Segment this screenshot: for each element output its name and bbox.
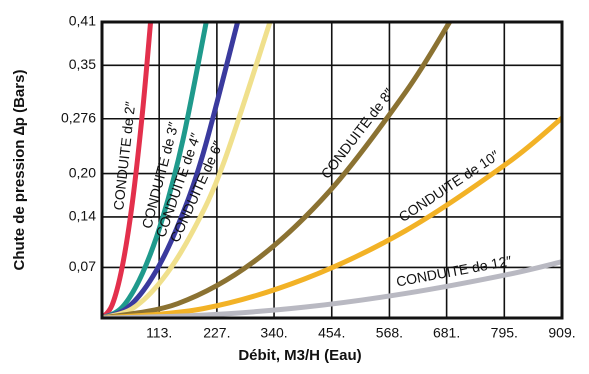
- x-axis-title: Débit, M3/H (Eau): [238, 347, 361, 364]
- line: [102, 22, 273, 318]
- y-tick-label: 0,41: [69, 13, 96, 29]
- line: [102, 259, 562, 318]
- x-tick-label: 454.: [318, 325, 345, 341]
- y-axis-title: Chute de pression ∆p (Bars): [11, 70, 28, 271]
- y-tick-label: 0,07: [69, 258, 96, 274]
- y-tick-label: 0,20: [69, 164, 96, 180]
- line: [102, 22, 154, 318]
- line: [102, 22, 209, 318]
- x-tick-label: 340.: [260, 325, 287, 341]
- plot-frame: [100, 20, 564, 320]
- series-label: CONDUITE de 10″: [396, 147, 502, 225]
- line: [102, 22, 241, 318]
- y-tick-label: 0,276: [61, 109, 96, 125]
- x-tick-label: 795.: [491, 325, 518, 341]
- y-tick-label: 0,35: [69, 56, 96, 72]
- line: [102, 22, 453, 318]
- y-tick-label: 0,14: [69, 208, 96, 224]
- x-tick-label: 909.: [548, 325, 575, 341]
- x-tick-label: 681.: [433, 325, 460, 341]
- x-tick-label: 227.: [203, 325, 230, 341]
- x-tick-label: 113.: [146, 325, 172, 341]
- line: [102, 115, 562, 318]
- series-label: CONDUITE de 8″: [318, 85, 397, 181]
- plot-area: [102, 22, 562, 318]
- x-tick-label: 568.: [376, 325, 403, 341]
